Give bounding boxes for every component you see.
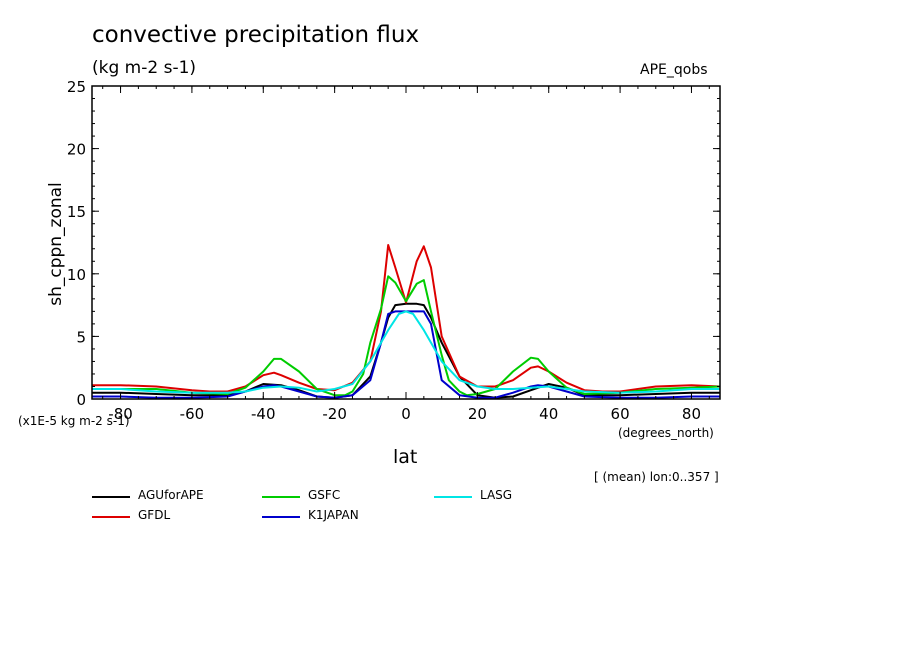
plot-frame — [91, 85, 721, 400]
x-tick-label: -60 — [180, 405, 205, 423]
legend-swatch — [92, 496, 130, 498]
x-tick-label: 20 — [468, 405, 487, 423]
x-tick-label: 80 — [682, 405, 701, 423]
y-tick-label: 5 — [76, 328, 86, 346]
x-tick-label: 60 — [611, 405, 630, 423]
series-line-k1japan — [92, 310, 720, 399]
dataset-label: APE_qobs — [640, 62, 708, 78]
chart-units: (kg m-2 s-1) — [92, 58, 197, 78]
chart-title: convective precipitation flux — [92, 22, 420, 48]
series-line-gfdl — [92, 244, 721, 393]
legend-swatch — [262, 496, 300, 498]
legend-label: GFDL — [138, 508, 171, 522]
legend-swatch — [434, 496, 472, 498]
y-tick-label: 15 — [67, 203, 86, 221]
legend-swatch — [262, 516, 300, 518]
x-axis-label: lat — [393, 446, 418, 468]
y-tick-label: 0 — [76, 391, 86, 409]
x-tick-label: -80 — [108, 405, 133, 423]
legend-label: K1JAPAN — [308, 508, 359, 522]
series-line-gsfc — [92, 275, 721, 397]
x-tick-label: -20 — [322, 405, 347, 423]
series-line-aguforape — [92, 302, 720, 399]
legend-swatch — [92, 516, 130, 518]
x-axis-units: (degrees_north) — [618, 426, 714, 440]
y-tick-label: 25 — [67, 78, 86, 96]
x-tick-label: -40 — [251, 405, 276, 423]
x-tick-label: 0 — [401, 405, 411, 423]
legend-label: AGUforAPE — [138, 488, 204, 502]
legend-label: GSFC — [308, 488, 341, 502]
footnote: [ (mean) lon:0..357 ] — [594, 470, 719, 484]
series-line-lasg — [92, 310, 720, 394]
legend-label: LASG — [480, 488, 513, 502]
y-scale-note: (x1E-5 kg m-2 s-1) — [18, 414, 130, 428]
x-tick-label: 40 — [539, 405, 558, 423]
y-tick-label: 20 — [67, 141, 86, 159]
y-tick-label: 10 — [67, 266, 86, 284]
